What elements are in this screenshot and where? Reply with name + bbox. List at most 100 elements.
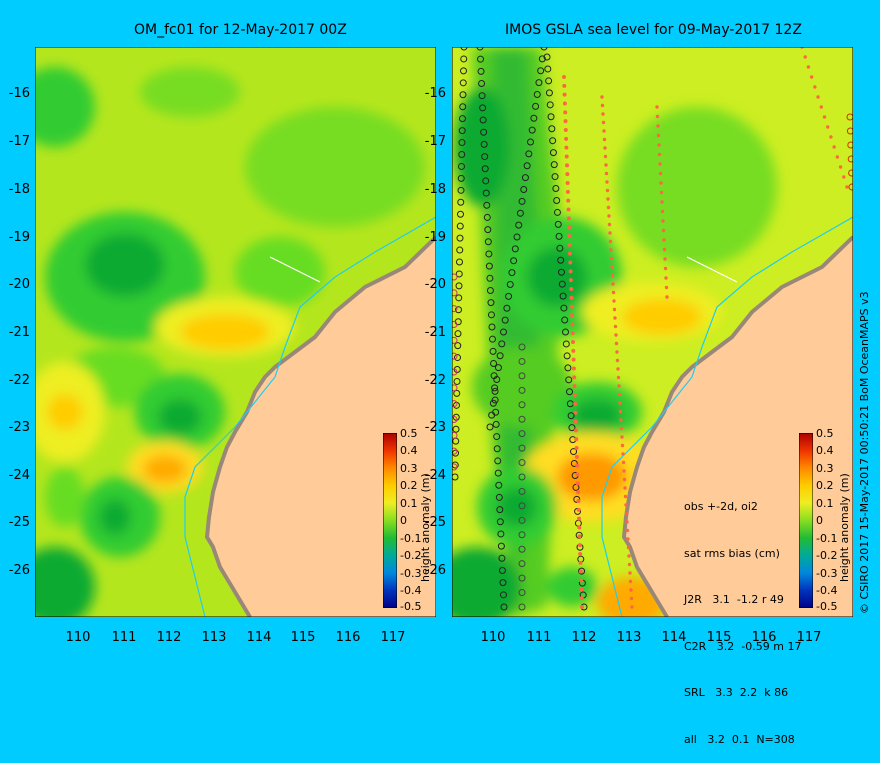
track-marker xyxy=(518,531,526,539)
track-marker xyxy=(460,47,468,51)
track-marker xyxy=(494,457,502,465)
track-marker xyxy=(609,256,614,261)
track-marker xyxy=(803,55,807,59)
lon-label: 114 xyxy=(246,630,272,645)
lat-label: -18 xyxy=(424,182,446,197)
track-marker xyxy=(829,135,833,139)
track-marker xyxy=(487,311,495,319)
track-marker xyxy=(481,165,489,173)
track-marker xyxy=(548,125,556,133)
track-marker xyxy=(600,95,604,99)
track-marker xyxy=(578,552,583,556)
credit-text: © CSIRO 2017 15-May-2017 00:50:21 BoM Oc… xyxy=(858,291,871,614)
track-marker xyxy=(478,92,486,100)
track-marker xyxy=(565,163,569,168)
right-anomaly-field xyxy=(452,47,777,617)
track-marker xyxy=(610,273,615,278)
track-marker xyxy=(612,307,617,312)
track-marker xyxy=(530,114,538,122)
track-marker xyxy=(545,77,553,85)
track-marker xyxy=(518,502,526,510)
track-marker xyxy=(574,454,579,459)
colorbar-tick: -0.3 xyxy=(400,567,422,580)
track-marker xyxy=(452,305,458,313)
track-marker xyxy=(515,221,523,229)
track-marker xyxy=(625,528,630,533)
track-marker xyxy=(553,208,561,216)
track-marker xyxy=(662,247,667,252)
lon-label: 110 xyxy=(65,630,91,645)
track-marker xyxy=(558,280,566,288)
track-marker xyxy=(570,313,575,318)
track-marker xyxy=(576,499,581,503)
track-marker xyxy=(459,115,466,123)
track-marker xyxy=(537,67,545,75)
track-marker xyxy=(508,269,516,277)
lon-label: 112 xyxy=(156,630,182,645)
track-marker xyxy=(484,226,492,234)
track-marker xyxy=(611,290,616,295)
track-marker xyxy=(618,401,622,405)
track-marker xyxy=(627,562,632,567)
track-marker xyxy=(557,256,565,264)
track-marker xyxy=(610,265,614,269)
track-marker xyxy=(520,186,528,193)
lon-label: 112 xyxy=(571,630,597,645)
track-marker xyxy=(533,91,541,98)
track-marker xyxy=(518,343,526,351)
track-marker xyxy=(525,150,533,158)
track-marker xyxy=(571,357,576,362)
track-marker xyxy=(543,53,551,61)
track-marker xyxy=(660,200,664,204)
track-marker xyxy=(518,372,526,380)
track-marker xyxy=(617,384,621,388)
track-marker xyxy=(571,340,575,344)
track-marker xyxy=(452,413,460,421)
track-marker xyxy=(822,115,827,119)
track-marker xyxy=(497,542,505,550)
track-marker xyxy=(663,257,667,261)
track-marker xyxy=(498,566,506,574)
track-marker xyxy=(486,274,494,282)
colorbar-tick: 0.3 xyxy=(400,462,418,475)
colorbar-tick: 0.2 xyxy=(400,479,418,492)
track-marker xyxy=(505,292,513,300)
track-marker xyxy=(518,574,526,582)
track-marker xyxy=(477,55,485,63)
track-marker xyxy=(604,163,608,167)
track-marker xyxy=(563,352,571,360)
track-marker xyxy=(629,588,633,592)
track-marker xyxy=(566,388,574,396)
track-marker xyxy=(459,103,467,111)
track-marker xyxy=(572,375,577,380)
lon-label: 110 xyxy=(480,630,506,645)
track-marker xyxy=(629,596,634,601)
track-marker xyxy=(518,401,526,409)
track-marker xyxy=(494,364,502,372)
track-marker xyxy=(627,554,631,558)
track-marker xyxy=(452,473,459,481)
track-marker xyxy=(572,393,577,397)
track-marker xyxy=(578,569,583,574)
track-marker xyxy=(492,420,500,428)
colorbar-tick: -0.2 xyxy=(400,549,422,562)
colorbar-tick: -0.2 xyxy=(816,549,838,562)
track-marker xyxy=(457,198,465,206)
colorbar-tick: 0 xyxy=(400,514,407,527)
track-marker xyxy=(569,304,574,309)
track-marker xyxy=(452,425,460,433)
track-marker xyxy=(489,347,497,355)
lon-label: 116 xyxy=(751,630,777,645)
track-marker xyxy=(809,75,814,79)
track-marker xyxy=(619,418,623,422)
track-marker xyxy=(616,367,620,371)
lat-label: -18 xyxy=(8,182,30,197)
track-marker xyxy=(497,530,505,538)
track-marker xyxy=(562,75,566,79)
track-marker xyxy=(565,181,570,185)
track-marker xyxy=(518,430,526,438)
track-marker xyxy=(456,258,463,266)
track-marker xyxy=(555,232,563,240)
left-coastline xyxy=(204,235,436,617)
colorbar-tick: 0.3 xyxy=(816,462,834,475)
